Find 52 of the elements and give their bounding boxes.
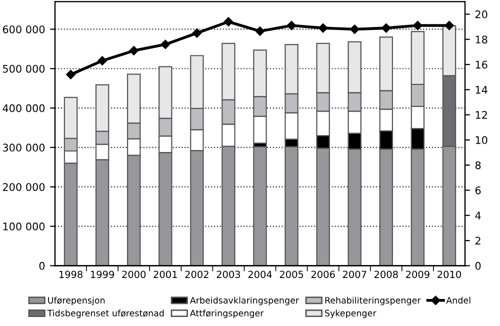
point [66,70,76,80]
point [192,28,202,38]
legend-label: Sykepenger [324,310,376,318]
point [224,17,234,26]
point [255,26,265,36]
legend-label: Tidsbegrenset uførestønad [47,310,164,318]
y2-tick-label: 12 [476,111,487,119]
y2-tick-label: 6 [475,186,481,194]
y2-tick-label: 10 [476,136,488,144]
x-tick-label: 2004 [248,270,272,278]
x-tick-label: 1998 [59,270,82,278]
x-tick-label: 2009 [406,270,430,278]
x-tick-label: 2007 [342,270,366,278]
point [129,46,138,56]
y-tick-label: 200 000 [2,183,45,191]
point [413,20,422,30]
legend-label: Uførepensjon [48,296,105,306]
y-tick-label: 500 000 [3,64,45,73]
x-tick-label: 2006 [311,270,335,278]
x-tick-label: 2001 [154,270,177,278]
x-tick-label: 2003 [216,270,240,278]
y-tick-label: 100 000 [3,222,45,230]
point [444,20,454,30]
y2-tick-label: 18 [476,36,488,44]
x-tick-label: 2005 [280,270,304,278]
y2-tick-label: 2 [475,236,480,244]
y2-tick-label: 14 [476,86,488,94]
y2-tick-label: 8 [475,161,481,170]
legend-label: Andel [446,296,470,304]
bar [253,146,267,266]
point [382,23,391,33]
y2-tick-label: 0 [475,262,481,270]
point [160,40,170,50]
point [98,56,107,66]
legend-label: Arbeidsavklaringspenger [190,296,300,306]
y2-tick-label: 16 [476,60,488,69]
point [350,24,360,34]
point [318,23,328,33]
legend-label: Rehabiliteringspenger [325,296,421,306]
y2-tick-label: 20 [475,10,488,18]
point [286,20,296,30]
y-tick-label: 0 [39,262,45,270]
legend-label: Attføringspenger [190,310,264,318]
x-tick-label: 2010 [438,270,461,278]
x-tick-label: 2002 [185,270,208,278]
x-tick-label: 1999 [91,270,114,278]
y-tick-label: 300 000 [2,144,45,152]
x-tick-label: 2008 [374,270,398,278]
x-tick-label: 2000 [122,270,146,278]
y-tick-label: 600 000 [2,25,45,34]
y-tick-label: 400 000 [2,104,45,112]
y2-tick-label: 4 [475,212,481,220]
